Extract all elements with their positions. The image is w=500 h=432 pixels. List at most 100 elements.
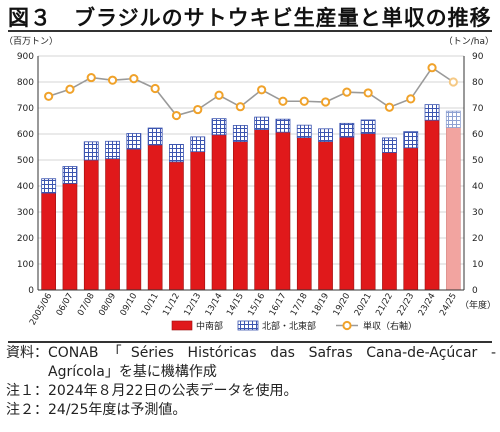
bar-north-northeast <box>211 118 227 136</box>
y-tick-left: 400 <box>17 182 34 192</box>
x-tick-label: 16/17 <box>268 292 289 318</box>
yield-point <box>342 87 352 97</box>
y-tick-left: 300 <box>17 208 34 218</box>
title-rule <box>8 30 492 32</box>
x-axis-suffix: （年度） <box>460 299 496 311</box>
yield-point <box>384 102 395 112</box>
bar-north-northeast <box>147 127 163 146</box>
yield-point <box>129 74 139 84</box>
note-source-text: CONAB「Séries Históricas das Safras Cana-… <box>48 345 496 380</box>
bar-south-central <box>190 151 206 291</box>
y-tick-right: 10 <box>472 260 484 270</box>
bar-north-northeast <box>83 141 99 161</box>
bar-north-northeast <box>424 104 440 121</box>
note-2-text: 24/25年度は予測値。 <box>48 402 187 418</box>
note-1-label: 注１： <box>6 383 48 399</box>
bar-north-northeast <box>190 136 206 153</box>
bar-south-central <box>254 129 269 291</box>
bar-north-northeast <box>275 118 291 133</box>
legend-swatch-north-northeast <box>237 320 259 331</box>
bar-south-central <box>62 183 78 291</box>
bar-south-central <box>105 158 120 291</box>
y-tick-right: 50 <box>472 156 484 166</box>
y-tick-left: 700 <box>17 104 34 114</box>
bar-north-northeast <box>105 140 120 160</box>
bar-north-northeast <box>169 144 184 163</box>
legend-marker-yield <box>342 320 352 331</box>
bar-south-central <box>382 152 397 291</box>
y-tick-right: 0 <box>472 286 478 296</box>
bar-north-northeast <box>382 137 397 153</box>
bar-north-northeast <box>232 125 248 142</box>
bar-south-central <box>211 134 227 291</box>
x-tick-label: 22/23 <box>395 292 416 318</box>
bar-north-northeast <box>126 133 142 150</box>
bar-south-central <box>169 161 184 291</box>
bar-south-central <box>339 136 355 291</box>
x-tick-label: 20/21 <box>353 292 374 318</box>
yield-point <box>150 83 160 94</box>
y-tick-right: 60 <box>472 130 484 140</box>
yield-point <box>299 96 309 106</box>
x-tick-label: 15/16 <box>246 292 267 318</box>
y-tick-right: 70 <box>472 104 484 114</box>
yield-point <box>44 91 54 101</box>
bar-south-central <box>403 147 419 291</box>
yield-point <box>107 75 118 85</box>
x-tick-label: 12/13 <box>182 292 203 318</box>
yield-point <box>193 104 203 115</box>
bar-north-northeast <box>62 166 78 184</box>
x-tick-label: 17/18 <box>289 292 310 318</box>
y-tick-right: 30 <box>472 208 484 218</box>
note-2: 注２： 24/25年度は予測値。 <box>6 401 496 420</box>
bar-south-central <box>296 137 312 291</box>
x-tick-label: 07/08 <box>76 292 97 318</box>
legend: 中南部 北部・北東部 単収（右軸） <box>171 320 417 332</box>
x-tick-label: 23/24 <box>417 292 438 318</box>
bar-north-northeast <box>445 110 461 128</box>
y-tick-left: 600 <box>17 130 34 140</box>
y-tick-left: 500 <box>17 156 34 166</box>
y-tick-left: 800 <box>17 78 34 88</box>
x-tick-label: 19/20 <box>332 292 353 318</box>
notes-block: 資料： CONAB「Séries Históricas das Safras C… <box>6 344 496 420</box>
yield-point <box>406 94 416 104</box>
note-source: 資料： CONAB「Séries Históricas das Safras C… <box>6 344 496 382</box>
yield-point <box>257 85 267 95</box>
x-tick-label: 06/07 <box>55 292 76 318</box>
note-1: 注１： 2024年８月22日の公表データを使用。 <box>6 382 496 401</box>
bar-south-central <box>83 159 99 291</box>
y-tick-right: 40 <box>472 182 484 192</box>
bar-north-northeast <box>339 122 355 138</box>
y-tick-right: 90 <box>472 52 484 62</box>
y-tick-left: 200 <box>17 234 34 244</box>
legend-swatch-south-central <box>171 320 193 331</box>
bar-south-central <box>126 148 142 291</box>
bar-north-northeast <box>41 178 57 194</box>
x-tick-label: 2005/06 <box>28 292 54 328</box>
yield-point <box>65 84 75 94</box>
bar-south-central <box>41 192 56 291</box>
bar-north-northeast <box>296 124 312 139</box>
yield-point <box>363 88 373 98</box>
x-tick-label: 09/10 <box>119 292 140 318</box>
x-tick-label: 08/09 <box>97 292 118 318</box>
x-tick-label: 24/25 <box>438 292 459 318</box>
x-tick-label: 18/19 <box>310 292 331 318</box>
y-tick-left: 0 <box>28 286 34 296</box>
legend-label-north-northeast: 北部・北東部 <box>262 320 316 332</box>
yield-point <box>86 72 96 83</box>
bar-north-northeast <box>360 119 376 134</box>
note-2-label: 注２： <box>6 402 48 418</box>
bar-south-central <box>446 127 461 291</box>
x-tick-label: 21/22 <box>374 292 395 318</box>
y-tick-right: 20 <box>472 234 484 244</box>
yield-point <box>320 97 331 107</box>
right-axis-title: （トン/ha） <box>444 36 494 47</box>
bar-south-central <box>233 141 248 291</box>
yield-point <box>448 77 458 87</box>
x-tick-label: 10/11 <box>140 292 161 318</box>
legend-label-yield: 単収（右軸） <box>363 320 417 332</box>
bar-south-central <box>318 141 333 291</box>
